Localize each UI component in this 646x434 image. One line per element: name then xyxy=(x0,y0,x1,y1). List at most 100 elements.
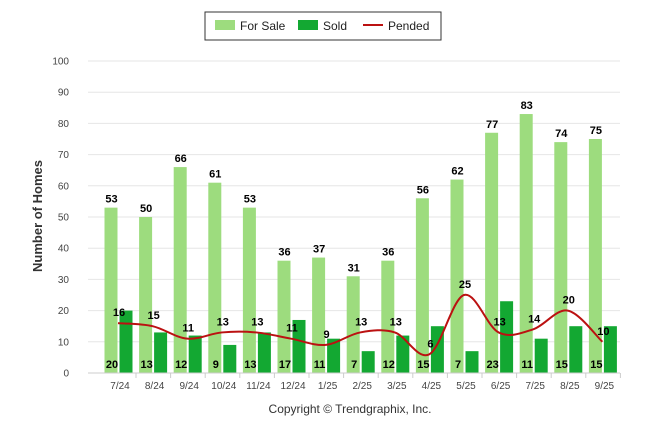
label-for-sale: 53 xyxy=(105,194,117,206)
label-pended: 13 xyxy=(390,316,402,328)
label-pended: 6 xyxy=(427,338,433,350)
label-sold: 11 xyxy=(314,359,326,371)
label-sold: 7 xyxy=(351,359,357,371)
x-tick-label: 6/25 xyxy=(491,381,511,392)
label-for-sale: 74 xyxy=(555,128,568,140)
label-for-sale: 77 xyxy=(486,119,498,131)
bar-for-sale xyxy=(450,179,464,373)
bar-for-sale xyxy=(242,207,256,373)
bar-for-sale xyxy=(104,207,118,373)
bar-for-sale xyxy=(415,198,429,373)
legend-box xyxy=(204,11,442,41)
label-pended: 25 xyxy=(459,279,471,291)
legend-label-for-sale: For Sale xyxy=(240,19,286,33)
label-pended: 11 xyxy=(286,323,298,335)
label-pended: 11 xyxy=(182,323,194,335)
bar-for-sale xyxy=(485,132,499,373)
bar-sold xyxy=(534,338,548,373)
y-tick-label: 50 xyxy=(58,213,70,224)
y-tick-label: 80 xyxy=(58,119,70,130)
label-sold: 13 xyxy=(244,359,256,371)
label-for-sale: 56 xyxy=(417,184,429,196)
label-pended: 20 xyxy=(563,295,575,307)
x-tick-label: 8/24 xyxy=(145,381,165,392)
y-tick-label: 40 xyxy=(58,244,70,255)
label-sold: 23 xyxy=(486,359,498,371)
label-sold: 12 xyxy=(383,359,395,371)
bar-sold xyxy=(257,332,271,373)
label-pended: 10 xyxy=(597,326,609,338)
y-axis-label: Number of Homes xyxy=(30,160,45,272)
label-pended: 9 xyxy=(324,329,330,341)
bar-for-sale xyxy=(346,276,360,373)
bar-for-sale xyxy=(277,260,291,373)
bar-for-sale xyxy=(312,257,326,373)
label-sold: 15 xyxy=(417,359,429,371)
label-sold: 12 xyxy=(175,359,187,371)
y-axis-ticks: 0 10 20 30 40 50 60 70 80 90 100 xyxy=(52,57,69,380)
x-tick-label: 3/25 xyxy=(387,381,407,392)
label-for-sale: 37 xyxy=(313,244,325,256)
label-for-sale: 75 xyxy=(590,125,602,137)
bar-sold xyxy=(327,338,341,373)
label-for-sale: 31 xyxy=(348,262,360,274)
x-tick-label: 11/24 xyxy=(246,381,271,392)
label-pended: 13 xyxy=(355,316,367,328)
pended-line xyxy=(117,293,604,357)
y-tick-label: 60 xyxy=(58,181,70,192)
x-tick-label: 5/25 xyxy=(456,381,476,392)
bar-for-sale xyxy=(554,142,568,373)
label-for-sale: 36 xyxy=(278,247,290,259)
x-axis-ticks: 7/24 8/24 9/24 10/24 11/24 12/24 1/25 2/25 3/25 4… xyxy=(110,373,621,392)
bar-sold xyxy=(154,332,168,373)
bar-for-sale xyxy=(519,114,533,373)
bar-for-sale xyxy=(139,217,153,373)
x-tick-label: 2/25 xyxy=(352,381,372,392)
bar-sold xyxy=(361,351,375,373)
label-for-sale: 62 xyxy=(451,166,463,178)
legend-label-sold: Sold xyxy=(323,19,347,33)
label-for-sale: 50 xyxy=(140,203,152,215)
label-pended: 14 xyxy=(528,313,541,325)
x-tick-label: 7/25 xyxy=(525,381,545,392)
label-pended: 16 xyxy=(113,307,125,319)
y-tick-label: 20 xyxy=(58,306,70,317)
y-tick-label: 100 xyxy=(52,57,69,68)
y-tick-label: 70 xyxy=(58,150,70,161)
data-labels: 5320501366126195313361737113173612561562… xyxy=(105,100,609,371)
bar-sold xyxy=(188,335,202,373)
x-tick-label: 9/25 xyxy=(595,381,615,392)
bar-sold xyxy=(119,310,133,373)
y-tick-label: 0 xyxy=(63,369,69,380)
label-pended: 13 xyxy=(251,316,263,328)
bar-for-sale xyxy=(208,182,222,373)
label-for-sale: 66 xyxy=(175,153,187,165)
bar-for-sale xyxy=(588,139,602,373)
label-pended: 13 xyxy=(493,316,505,328)
label-sold: 7 xyxy=(455,359,461,371)
label-pended: 15 xyxy=(147,310,159,322)
label-sold: 20 xyxy=(106,359,118,371)
legend-label-pended: Pended xyxy=(388,19,429,33)
label-for-sale: 83 xyxy=(521,100,533,112)
x-tick-label: 10/24 xyxy=(211,381,236,392)
label-sold: 17 xyxy=(279,359,291,371)
label-sold: 11 xyxy=(521,359,533,371)
x-tick-label: 9/24 xyxy=(179,381,199,392)
label-sold: 13 xyxy=(140,359,152,371)
label-for-sale: 53 xyxy=(244,194,256,206)
bar-sold xyxy=(465,351,479,373)
bar-for-sale xyxy=(173,167,187,373)
pended-line-path xyxy=(117,293,604,357)
bar-sold xyxy=(569,326,583,373)
bar-sold xyxy=(396,335,410,373)
copyright-text: Copyright © Trendgraphix, Inc. xyxy=(269,402,432,416)
label-sold: 15 xyxy=(556,359,568,371)
bar-sold xyxy=(292,319,306,373)
x-tick-label: 1/25 xyxy=(318,381,338,392)
bar-sold xyxy=(223,344,237,373)
label-for-sale: 36 xyxy=(382,247,394,259)
legend-swatch-for-sale xyxy=(215,20,235,30)
bar-sold xyxy=(603,326,617,373)
